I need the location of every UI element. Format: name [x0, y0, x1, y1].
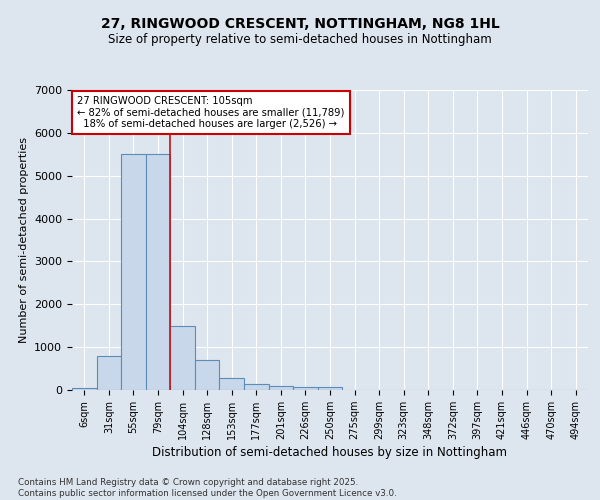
Text: 27 RINGWOOD CRESCENT: 105sqm
← 82% of semi-detached houses are smaller (11,789)
: 27 RINGWOOD CRESCENT: 105sqm ← 82% of se…	[77, 96, 344, 129]
Bar	[146, 154, 170, 390]
X-axis label: Distribution of semi-detached houses by size in Nottingham: Distribution of semi-detached houses by …	[152, 446, 508, 459]
Bar	[244, 384, 269, 390]
Bar	[195, 360, 220, 390]
Bar	[220, 378, 244, 390]
Bar	[97, 356, 121, 390]
Text: Size of property relative to semi-detached houses in Nottingham: Size of property relative to semi-detach…	[108, 32, 492, 46]
Bar	[121, 154, 146, 390]
Text: Contains HM Land Registry data © Crown copyright and database right 2025.
Contai: Contains HM Land Registry data © Crown c…	[18, 478, 397, 498]
Bar	[72, 388, 97, 390]
Y-axis label: Number of semi-detached properties: Number of semi-detached properties	[19, 137, 29, 343]
Bar	[269, 386, 293, 390]
Text: 27, RINGWOOD CRESCENT, NOTTINGHAM, NG8 1HL: 27, RINGWOOD CRESCENT, NOTTINGHAM, NG8 1…	[101, 18, 499, 32]
Bar	[293, 387, 318, 390]
Bar	[318, 387, 342, 390]
Bar	[170, 326, 195, 390]
